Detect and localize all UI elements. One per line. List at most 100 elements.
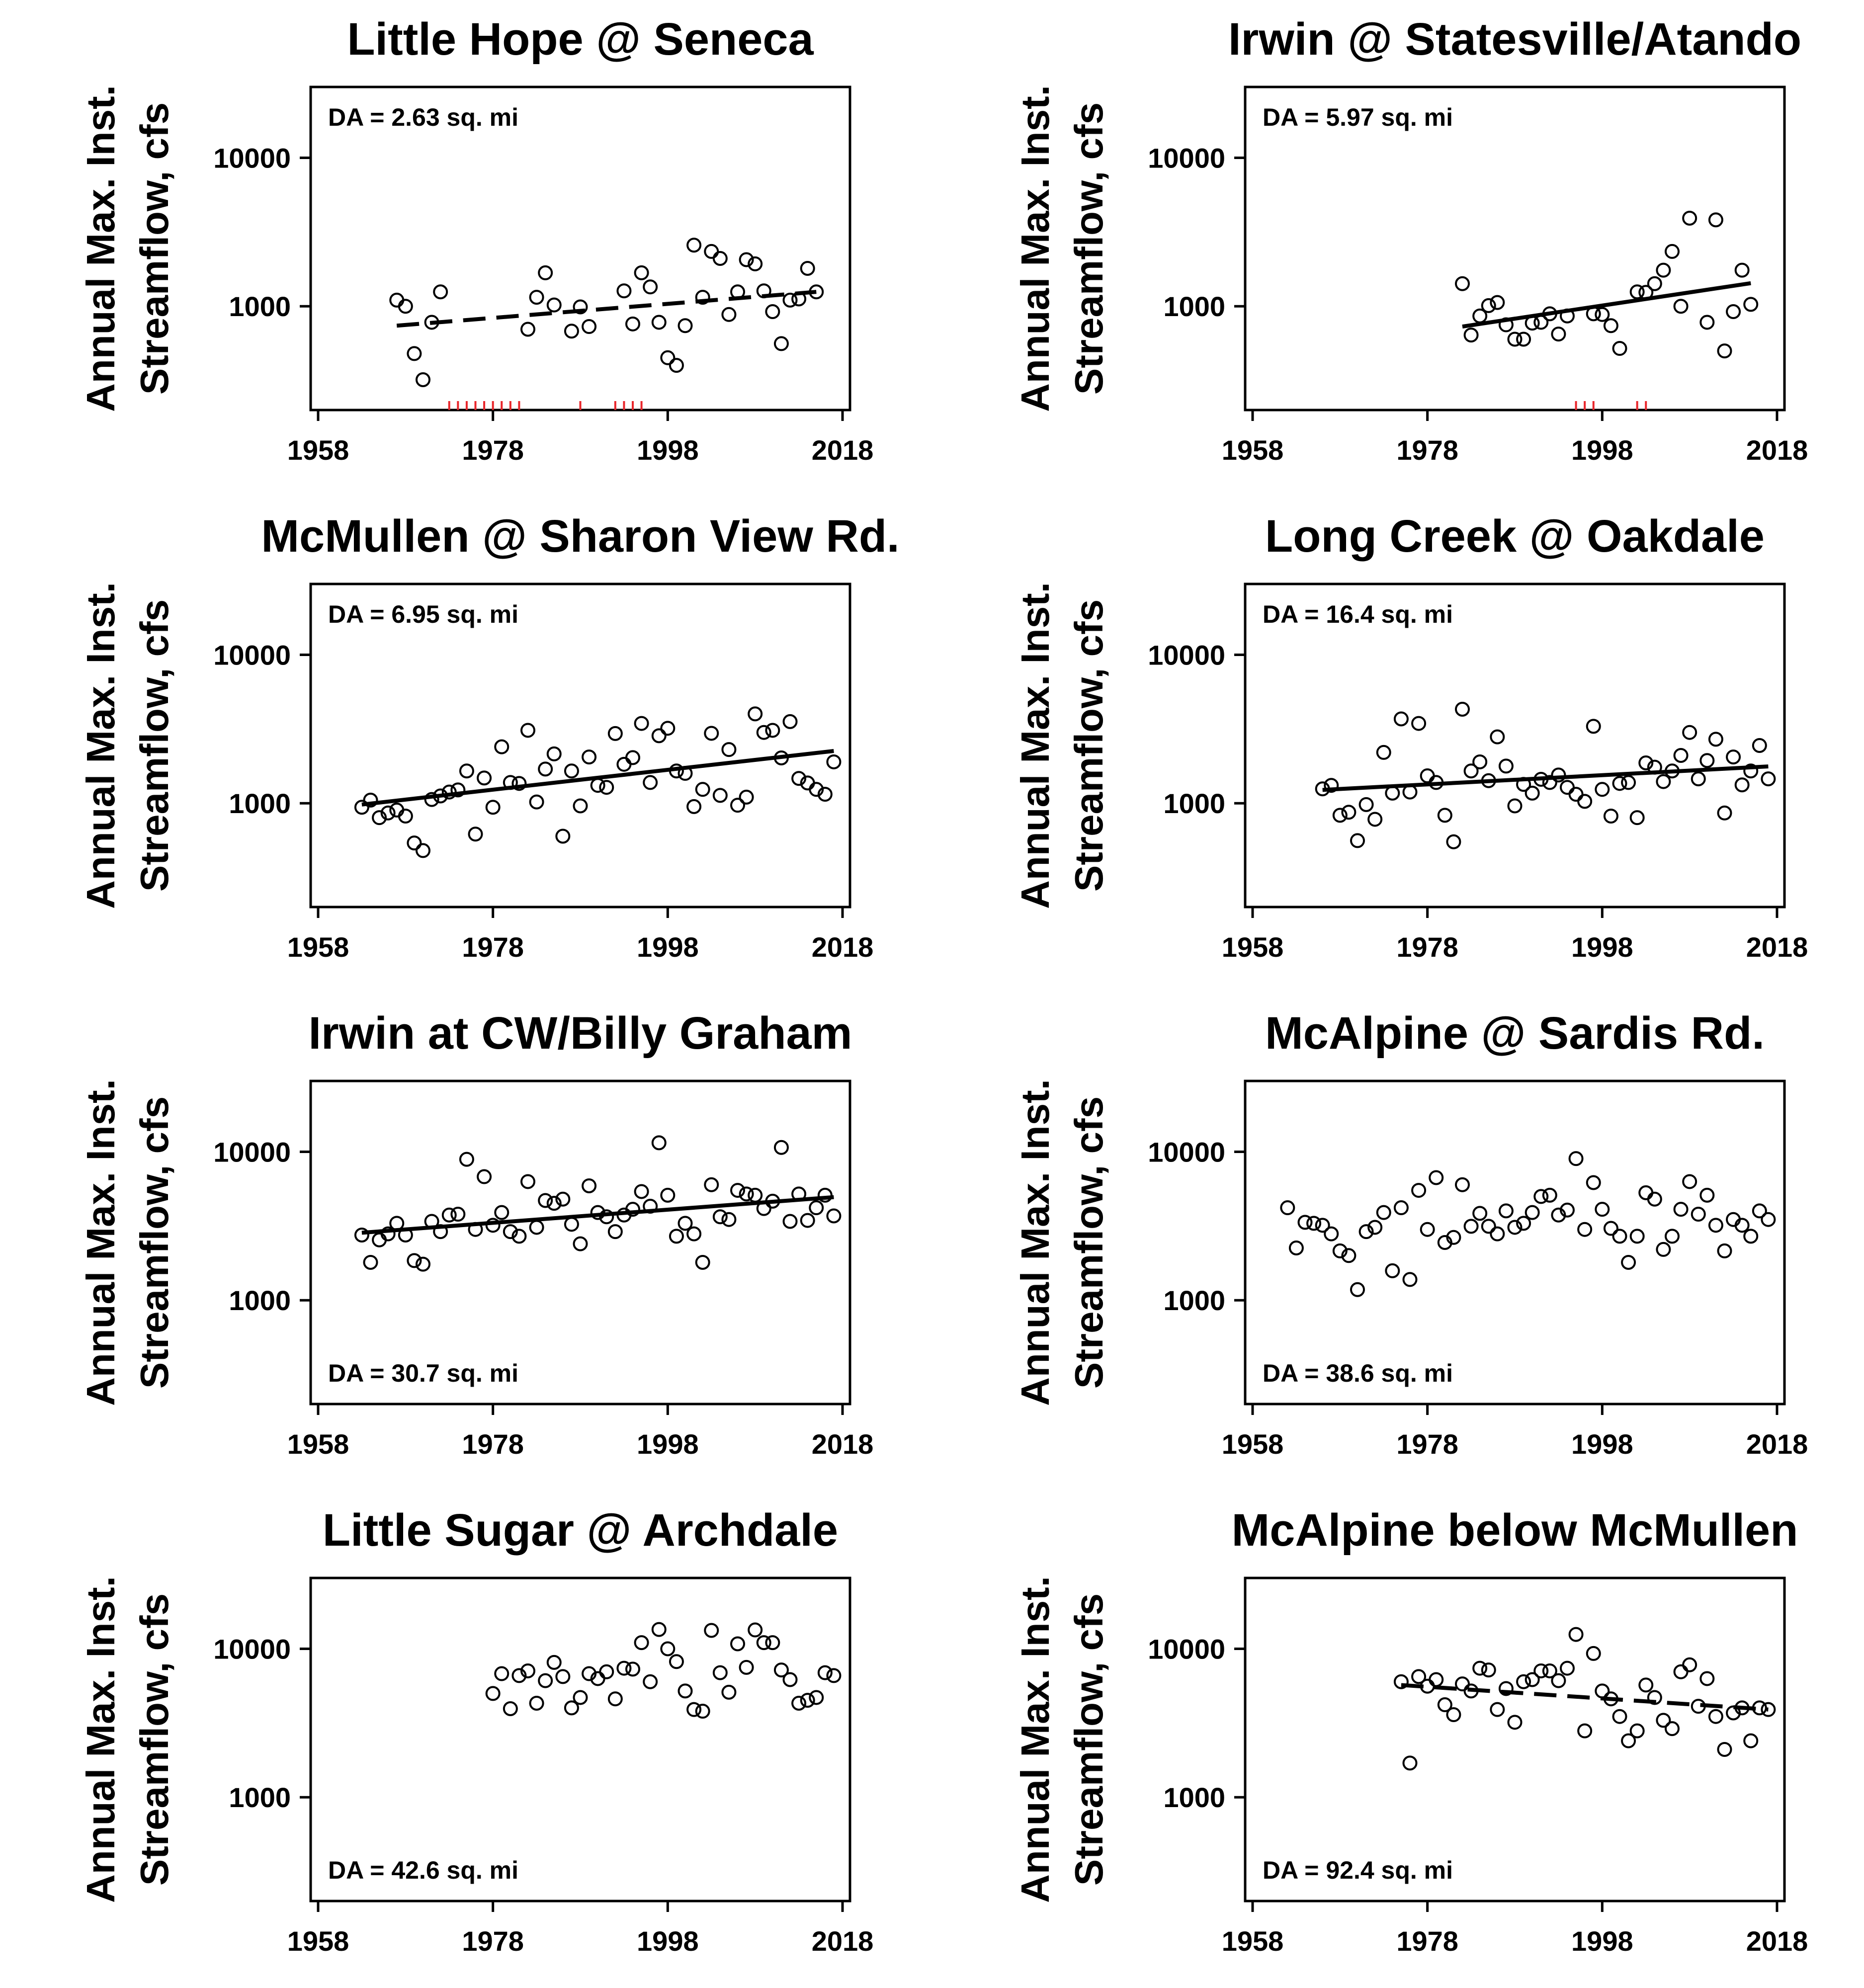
data-point [363, 1254, 378, 1270]
data-point [1481, 1219, 1496, 1234]
data-point [1516, 1674, 1531, 1689]
data-point [354, 800, 369, 815]
data-point [1393, 1674, 1409, 1689]
data-point [634, 265, 649, 280]
data-point [651, 728, 667, 744]
chart-panel-4: Long Creek @ Oakdale Annual Max. Inst. Str… [1013, 511, 1808, 963]
data-point [1656, 774, 1671, 789]
data-point [1507, 331, 1523, 347]
data-point [538, 1193, 553, 1208]
data-point [669, 1654, 684, 1669]
y-tick-label: 10000 [1148, 1137, 1225, 1168]
chart-panel-8: McAlpine below McMullen Annual Max. Inst.… [1013, 1505, 1808, 1957]
data-point [1577, 1222, 1593, 1237]
chart-title: Little Hope @ Seneca [347, 14, 814, 65]
chart-title: Little Sugar @ Archdale [323, 1505, 838, 1556]
data-point [1568, 1627, 1584, 1642]
data-point [765, 1635, 780, 1651]
data-point [1341, 805, 1356, 820]
y-axis-label-line: Annual Max. Inst. [79, 582, 123, 909]
plot-frame [309, 1576, 851, 1903]
y-tick-label: 1000 [1163, 1285, 1225, 1316]
data-point [546, 746, 562, 761]
data-point [1350, 833, 1365, 848]
data-point [1560, 780, 1575, 795]
data-point [599, 780, 614, 795]
data-point [546, 1655, 562, 1670]
data-point [809, 284, 824, 300]
data-point [1376, 745, 1391, 760]
data-point [1437, 1697, 1452, 1713]
drainage-area-label: DA = 42.6 sq. mi [328, 1856, 518, 1884]
data-point [1717, 1243, 1732, 1258]
data-point [712, 250, 728, 266]
data-point [520, 1174, 535, 1189]
data-point [1358, 797, 1374, 812]
x-tick-label: 1978 [462, 1925, 524, 1957]
drainage-area-label: DA = 16.4 sq. mi [1263, 600, 1453, 628]
data-point [546, 297, 562, 313]
data-point [1638, 755, 1654, 771]
data-point [1332, 1243, 1348, 1258]
data-point [590, 1205, 605, 1220]
data-point [1411, 716, 1427, 731]
data-point [424, 315, 439, 330]
data-point [1385, 1263, 1400, 1278]
data-point [1516, 1216, 1531, 1231]
data-point [773, 1140, 789, 1155]
chart-panel-2: Irwin @ Statesville/Atando Annual Max. In… [1013, 14, 1808, 466]
data-point [616, 283, 632, 299]
data-point [1673, 299, 1689, 314]
data-point [398, 808, 413, 824]
data-point [1595, 1202, 1610, 1217]
x-tick-label: 1958 [1222, 434, 1284, 466]
x-tick-label: 2018 [812, 1428, 874, 1460]
data-point [1367, 1220, 1383, 1235]
data-point [1446, 1230, 1461, 1245]
y-tick-label: 10000 [1148, 640, 1225, 671]
data-point [1437, 808, 1452, 823]
y-axis-label-line: Streamflow, cfs [1067, 102, 1111, 395]
data-point [564, 1700, 579, 1716]
data-point [721, 742, 737, 757]
data-point [1612, 1709, 1627, 1724]
data-point [765, 1193, 780, 1209]
trend-line [361, 749, 834, 807]
data-point [607, 1224, 623, 1240]
data-point [1516, 331, 1531, 347]
data-point [1306, 1216, 1322, 1231]
data-point [625, 1202, 640, 1217]
y-tick-label: 1000 [1163, 1782, 1225, 1813]
data-point [1752, 1203, 1767, 1219]
data-point [756, 1201, 771, 1216]
data-point [616, 1660, 632, 1676]
data-point [678, 1216, 693, 1231]
data-point [1586, 719, 1601, 734]
data-point [433, 788, 448, 804]
data-point [782, 1214, 798, 1229]
data-point [712, 788, 728, 803]
data-point [599, 1664, 614, 1679]
data-point [1446, 1707, 1461, 1723]
data-point [1629, 1229, 1645, 1244]
x-tick-label: 1978 [462, 1428, 524, 1460]
data-point [721, 1684, 737, 1700]
data-point [791, 1695, 807, 1711]
data-point [450, 1207, 466, 1222]
plot-frame [309, 85, 851, 412]
data-point [1717, 805, 1732, 821]
y-axis-label-line: Annual Max. Inst. [79, 1576, 123, 1903]
chart-panel-3: McMullen @ Sharon View Rd. Annual Max. In… [79, 511, 900, 963]
x-tick-label: 1998 [1571, 931, 1633, 963]
data-point [748, 706, 763, 722]
data-point [1542, 1663, 1557, 1678]
data-point [1691, 1207, 1706, 1222]
data-point [1673, 1664, 1689, 1679]
data-point [1647, 1690, 1662, 1705]
data-point [1708, 1709, 1723, 1724]
y-tick-label: 10000 [1148, 143, 1225, 174]
data-point [634, 716, 649, 731]
data-point [503, 775, 518, 790]
x-tick-label: 1998 [637, 1428, 699, 1460]
